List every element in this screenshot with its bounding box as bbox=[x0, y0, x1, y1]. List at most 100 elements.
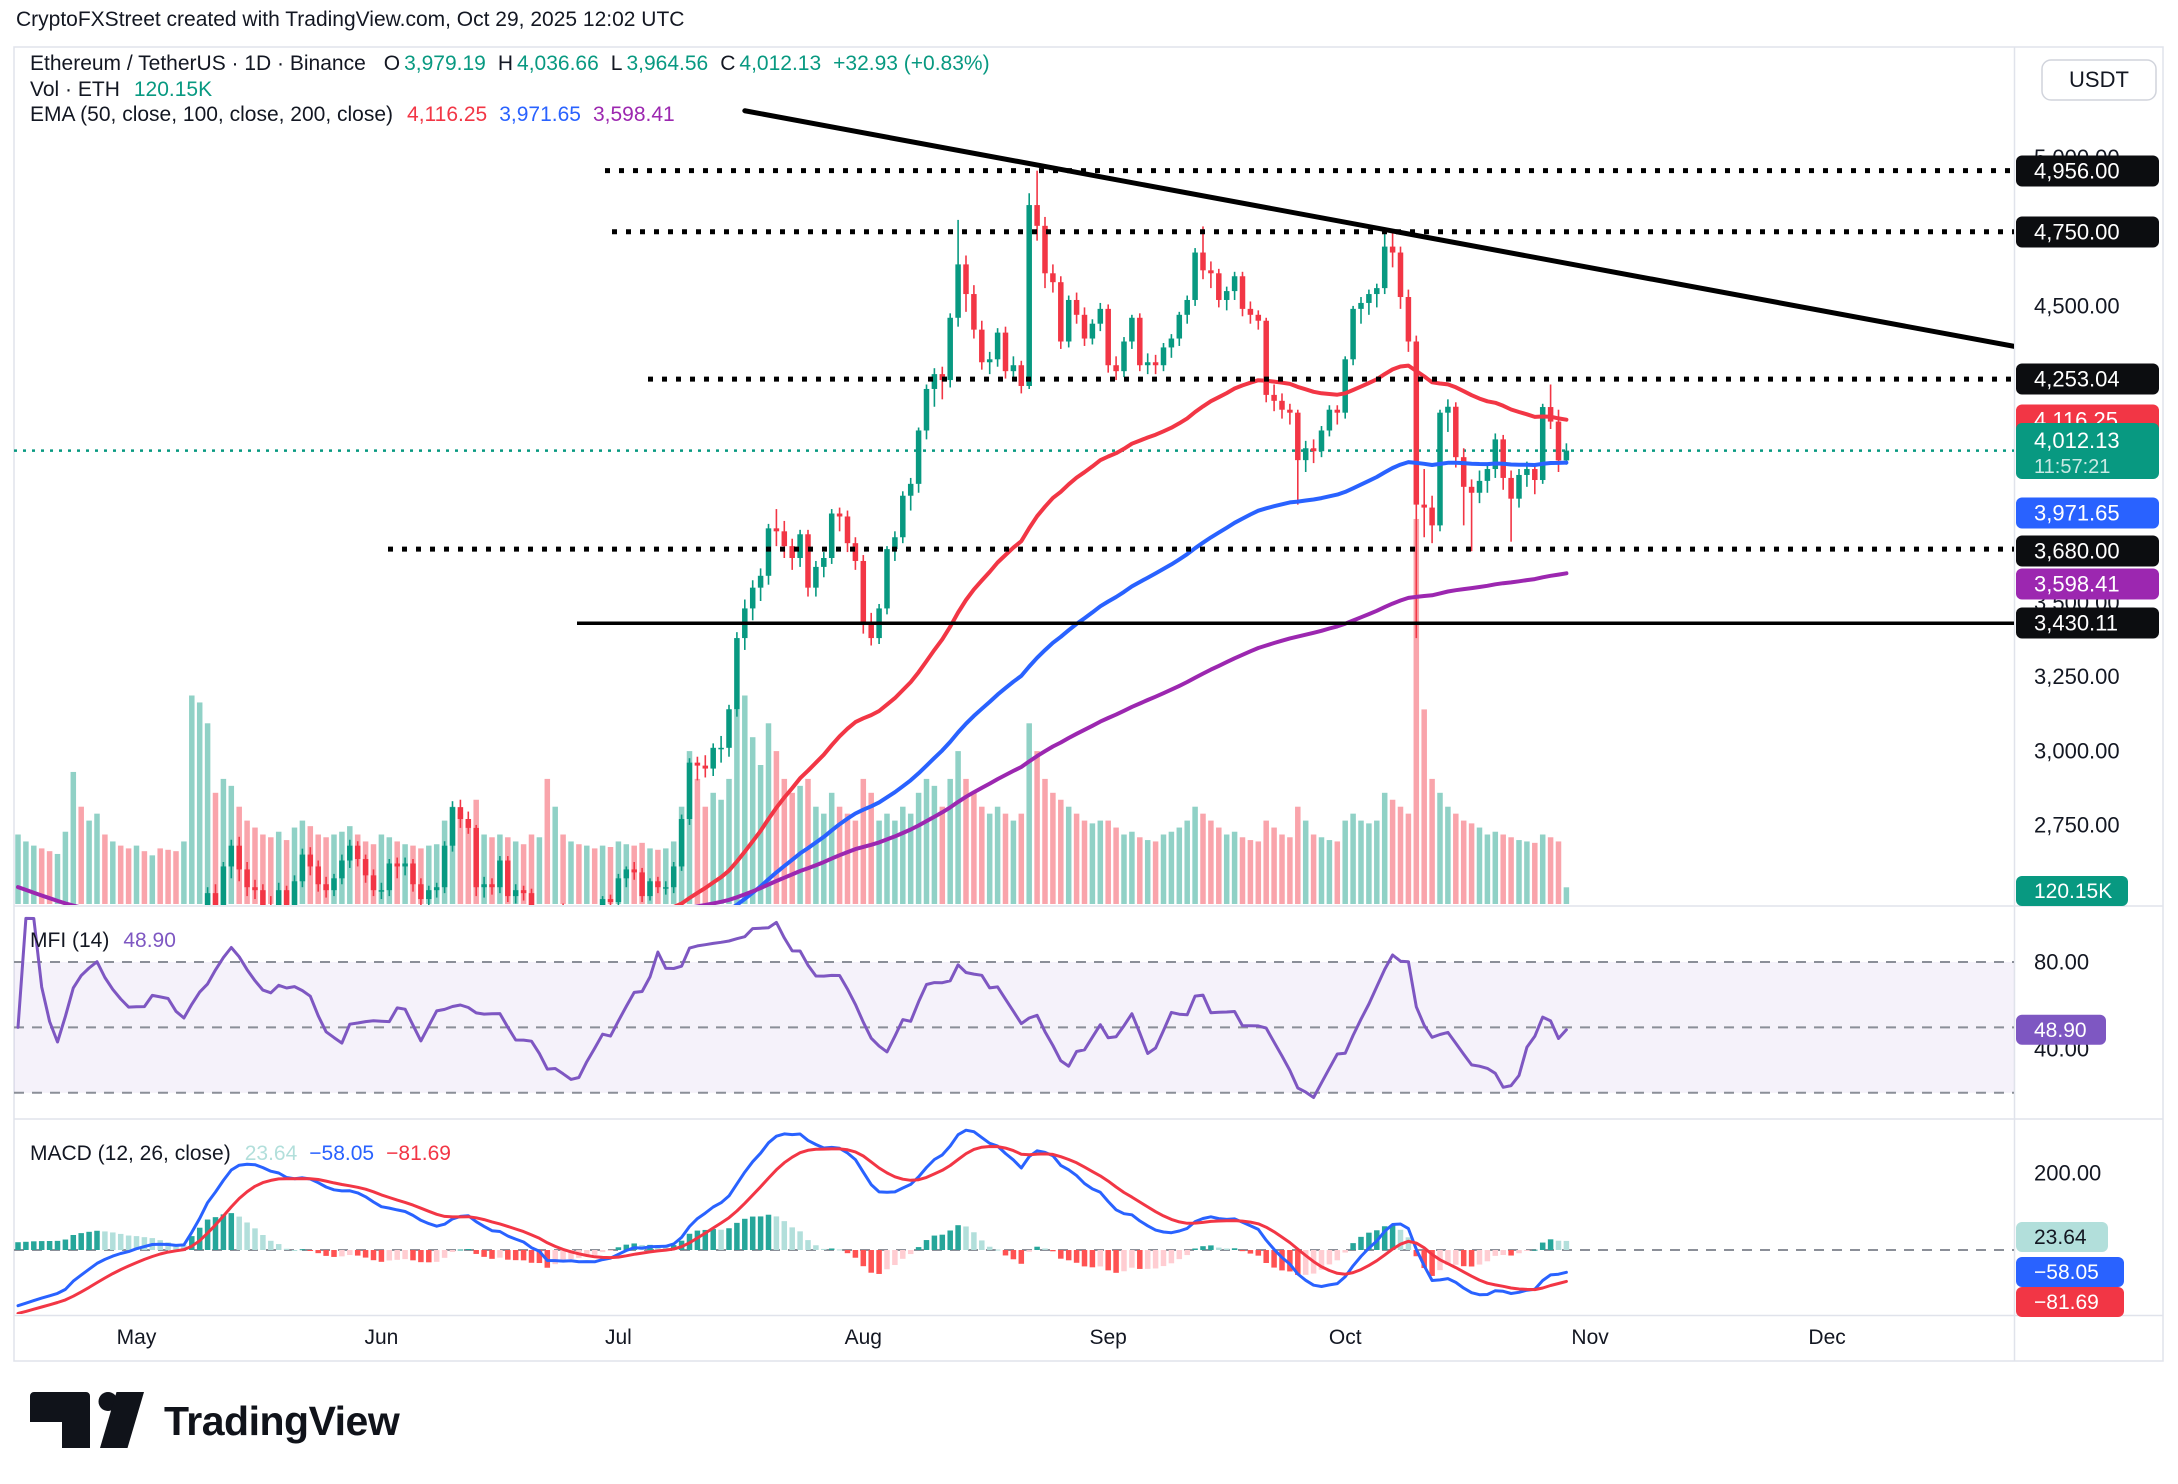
volume-bar bbox=[900, 806, 906, 904]
hist-bar bbox=[1397, 1229, 1404, 1250]
hist-bar bbox=[473, 1250, 479, 1254]
currency-button-bg[interactable] bbox=[2041, 59, 2157, 101]
hist-bar bbox=[1034, 1246, 1040, 1250]
mfi-pane[interactable] bbox=[14, 916, 2014, 1099]
hist-bar bbox=[805, 1240, 811, 1250]
hist-bar bbox=[821, 1248, 827, 1250]
hist-bar bbox=[520, 1250, 527, 1261]
volume-bar bbox=[544, 778, 551, 904]
volume-bar bbox=[963, 778, 969, 904]
hist-bar bbox=[979, 1240, 985, 1250]
volume-bar bbox=[323, 837, 329, 904]
hist-bar bbox=[410, 1250, 416, 1261]
volume-bar bbox=[1358, 820, 1364, 904]
volume-bar bbox=[1500, 834, 1506, 904]
hist-bar bbox=[1381, 1226, 1388, 1250]
hist-bar bbox=[528, 1250, 535, 1263]
month-label-Jul[interactable]: Jul bbox=[605, 1326, 632, 1349]
candle-body bbox=[1200, 252, 1206, 271]
volume-bar bbox=[1429, 778, 1435, 904]
volume-bar bbox=[868, 792, 874, 904]
price-badge-3,430.11: 3,430.11 bbox=[2034, 611, 2118, 636]
volume-bar bbox=[560, 834, 566, 904]
volume-bar bbox=[520, 844, 527, 904]
volume-bar bbox=[117, 845, 124, 904]
candle-body bbox=[528, 893, 535, 905]
hist-bar bbox=[1113, 1250, 1119, 1273]
currency-button[interactable]: USDT bbox=[2041, 59, 2157, 101]
candle-body bbox=[473, 827, 479, 888]
volume-bar bbox=[481, 834, 487, 904]
candle-body bbox=[860, 560, 867, 624]
candle-body bbox=[607, 899, 614, 903]
candle-body bbox=[1239, 276, 1246, 309]
month-label-Oct[interactable]: Oct bbox=[1329, 1326, 1362, 1349]
hist-bar bbox=[536, 1250, 543, 1264]
candle-body bbox=[1065, 299, 1072, 342]
macd-pane[interactable] bbox=[14, 1128, 2014, 1314]
volume-bar bbox=[268, 837, 274, 904]
hist-bar bbox=[860, 1250, 867, 1267]
volume-bar bbox=[1318, 837, 1325, 904]
month-label-May[interactable]: May bbox=[117, 1326, 157, 1349]
hist-bar bbox=[481, 1250, 487, 1257]
hist-bar bbox=[552, 1250, 558, 1265]
volume-bar bbox=[1247, 840, 1254, 904]
candle-body bbox=[1129, 317, 1135, 342]
volume-bar bbox=[1389, 799, 1396, 904]
hist-bar bbox=[386, 1250, 393, 1261]
volume-bar bbox=[1381, 792, 1388, 904]
volume-bar bbox=[157, 848, 163, 904]
hist-bar bbox=[710, 1229, 716, 1250]
volume-bar bbox=[1287, 837, 1293, 904]
month-label-Nov[interactable]: Nov bbox=[1571, 1326, 1609, 1349]
ema200-line bbox=[16, 571, 1569, 905]
hist-bar bbox=[781, 1221, 788, 1250]
volume-bar bbox=[1539, 834, 1546, 904]
candle-body bbox=[1429, 507, 1435, 526]
hist-bar bbox=[1129, 1250, 1135, 1268]
hist-bar bbox=[1050, 1250, 1056, 1252]
candle-body bbox=[347, 845, 353, 861]
hist-bar bbox=[1532, 1249, 1538, 1251]
month-label-Aug[interactable]: Aug bbox=[845, 1326, 882, 1349]
hist-bar bbox=[1263, 1250, 1269, 1263]
month-label-Sep[interactable]: Sep bbox=[1090, 1326, 1127, 1349]
volume-bar bbox=[1326, 840, 1333, 904]
candle-body bbox=[1279, 400, 1285, 410]
volume-bar bbox=[86, 820, 92, 904]
volume-bar bbox=[765, 723, 772, 904]
volume-bar bbox=[1176, 827, 1183, 904]
candle-body bbox=[481, 884, 487, 888]
hist-bar bbox=[260, 1235, 266, 1250]
volume-bar bbox=[252, 827, 258, 904]
candle-body bbox=[323, 884, 329, 891]
volume-bar bbox=[283, 840, 290, 904]
hist-bar bbox=[1366, 1232, 1372, 1250]
hist-bar bbox=[449, 1250, 456, 1253]
candle-body bbox=[892, 537, 898, 550]
hist-bar bbox=[457, 1249, 464, 1251]
candle-body bbox=[1445, 406, 1451, 413]
price-pane[interactable] bbox=[14, 108, 2017, 1183]
hist-bar bbox=[283, 1248, 290, 1250]
candle-body bbox=[339, 860, 345, 879]
volume-bar bbox=[1168, 831, 1175, 904]
month-label-Dec[interactable]: Dec bbox=[1808, 1326, 1845, 1349]
hist-bar bbox=[394, 1250, 400, 1260]
volume-bar bbox=[1350, 813, 1356, 904]
hist-bar bbox=[339, 1250, 345, 1257]
month-label-Jun[interactable]: Jun bbox=[364, 1326, 398, 1349]
volume-bar bbox=[931, 785, 938, 904]
candle-body bbox=[1137, 317, 1143, 366]
volume-bar bbox=[465, 820, 472, 904]
candle-body bbox=[354, 845, 361, 860]
volume-bar bbox=[1413, 518, 1420, 904]
hist-bar bbox=[1555, 1240, 1562, 1250]
candle-body bbox=[678, 818, 685, 867]
hist-bar bbox=[1137, 1250, 1143, 1269]
currency-button-label[interactable]: USDT bbox=[2069, 67, 2129, 92]
hist-bar bbox=[828, 1248, 835, 1250]
candle-body bbox=[734, 638, 740, 710]
hist-bar bbox=[402, 1250, 408, 1260]
